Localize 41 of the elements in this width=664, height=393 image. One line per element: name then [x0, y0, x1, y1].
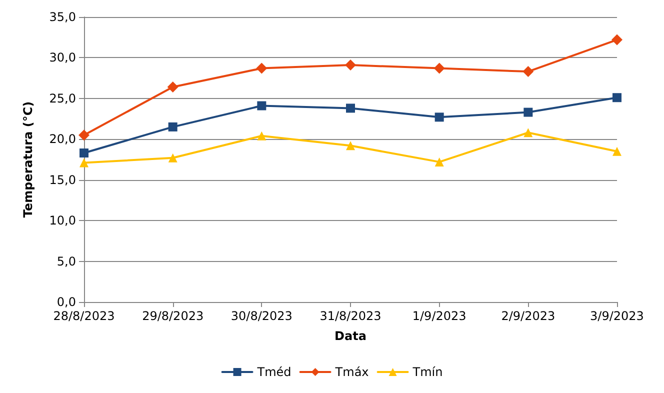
y-tick-label: 35,0: [49, 10, 76, 24]
point: [524, 128, 533, 138]
point: [346, 104, 355, 113]
y-tick-label: 25,0: [49, 91, 76, 106]
x-tick-label: 31/8/2023: [320, 309, 382, 323]
x-tick-label: 28/8/2023: [53, 309, 115, 323]
point: [522, 66, 534, 78]
point: [80, 158, 88, 168]
point: [524, 108, 533, 117]
y-tick-label: 10,0: [49, 214, 76, 228]
point: [346, 141, 355, 150]
x-tick-label: 3/9/2023: [590, 309, 644, 323]
y-axis-title: Temperatura (°C): [21, 101, 35, 218]
x-tick-label: 2/9/2023: [501, 309, 556, 323]
y-tick-label: 20,0: [49, 132, 76, 146]
point: [257, 131, 266, 140]
point: [167, 82, 178, 93]
point: [612, 146, 622, 156]
x-tick-label: 1/9/2023: [412, 309, 466, 323]
y-tick-label: 30,0: [49, 50, 76, 65]
point: [612, 93, 622, 102]
point: [168, 122, 178, 132]
legend-label: Tmáx: [334, 365, 369, 379]
point: [434, 112, 444, 122]
y-tick-label: 0,0: [56, 295, 76, 309]
point: [612, 34, 622, 46]
point: [168, 153, 178, 162]
point: [434, 62, 445, 74]
point: [434, 157, 444, 166]
x-tick-label: 29/8/2023: [142, 309, 204, 323]
x-axis-title: Data: [334, 329, 366, 343]
point: [80, 148, 88, 158]
point: [256, 62, 268, 74]
y-tick-label: 5,0: [56, 254, 76, 268]
point: [78, 130, 90, 141]
x-tick-label: 30/8/2023: [230, 309, 292, 323]
y-tick-label: 15,0: [49, 172, 76, 187]
point: [257, 101, 266, 110]
point: [345, 60, 356, 71]
legend-label: Tmín: [412, 365, 443, 379]
legend-label: Tméd: [256, 365, 292, 379]
